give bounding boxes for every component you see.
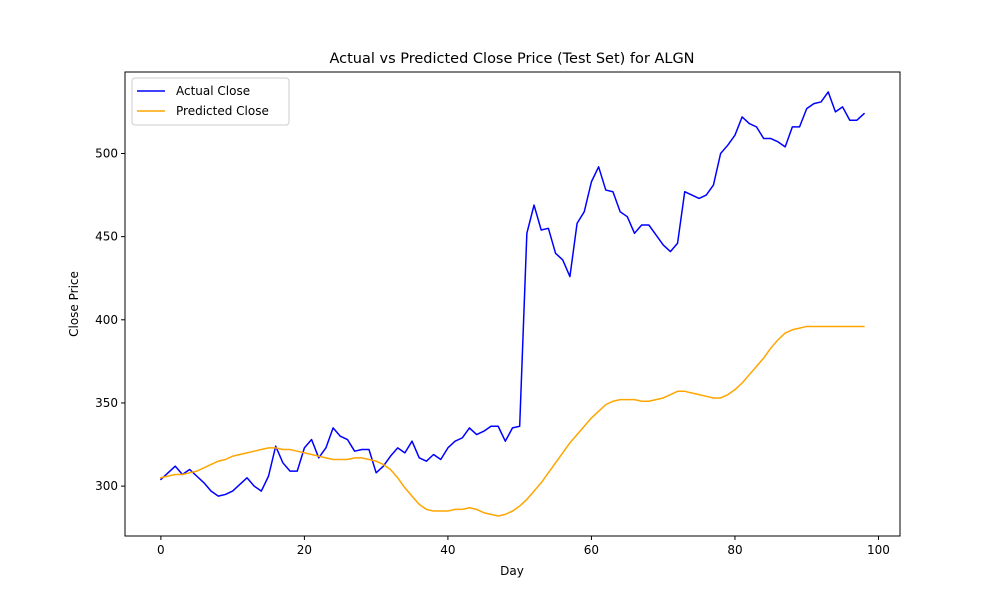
- plot-frame: [124, 71, 901, 537]
- x-tick-label: 60: [584, 543, 599, 557]
- legend: Actual Close Predicted Close: [131, 77, 290, 126]
- y-axis-label: Close Price: [67, 271, 81, 337]
- x-axis: 0 20 40 60 80 100: [157, 536, 890, 557]
- y-tick-label: 400: [95, 313, 118, 327]
- y-tick-label: 350: [95, 396, 118, 410]
- chart-title: Actual vs Predicted Close Price (Test Se…: [329, 51, 694, 67]
- y-tick-label: 300: [95, 479, 118, 493]
- legend-box: [131, 77, 290, 126]
- y-tick-label: 450: [95, 230, 118, 244]
- series-line-1: [160, 325, 865, 517]
- x-axis-label: Day: [500, 564, 524, 578]
- legend-entry-0: Actual Close: [176, 84, 250, 98]
- x-tick-label: 40: [440, 543, 455, 557]
- legend-entry-1: Predicted Close: [176, 104, 269, 118]
- y-axis: 300 350 400 450 500: [95, 146, 125, 493]
- x-tick-label: 0: [157, 543, 165, 557]
- plot-area: [160, 91, 865, 517]
- y-tick-label: 500: [95, 146, 118, 160]
- series-line-0: [160, 91, 865, 497]
- x-tick-label: 100: [867, 543, 890, 557]
- x-tick-label: 20: [297, 543, 312, 557]
- x-tick-label: 80: [727, 543, 742, 557]
